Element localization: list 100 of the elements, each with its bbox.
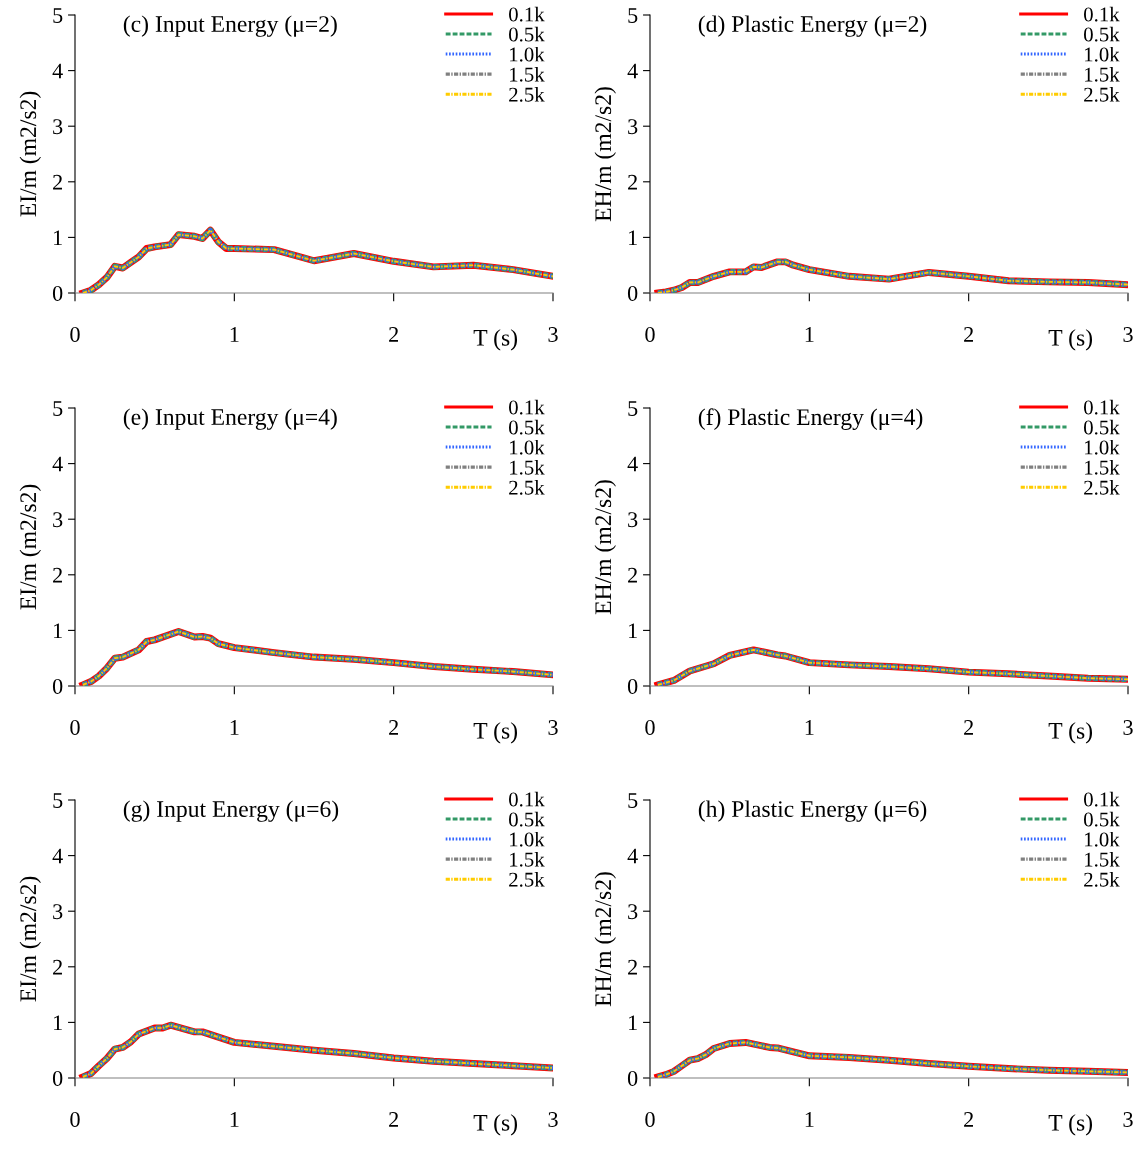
legend-label: 1.0k xyxy=(510,831,545,847)
legend-label: 1.5k xyxy=(510,851,545,867)
y-axis-title: EI/m (m2/s2) xyxy=(19,484,41,610)
legend-label: 0.5k xyxy=(509,811,545,827)
x-tick-label: 1 xyxy=(805,1112,814,1127)
y-tick-label: 0 xyxy=(627,1070,638,1086)
y-tick-label: 0 xyxy=(52,1070,63,1086)
x-tick-label: 3 xyxy=(1123,1112,1133,1127)
x-axis-title: T (s) xyxy=(473,329,518,351)
y-tick-label: 5 xyxy=(53,8,63,23)
x-axis-title: T (s) xyxy=(473,722,518,744)
x-tick-label: 1 xyxy=(230,720,239,735)
y-tick-label: 5 xyxy=(53,401,63,416)
y-tick-label: 3 xyxy=(53,904,63,920)
legend-label: 1.0k xyxy=(1085,439,1120,455)
y-tick-label: 1 xyxy=(629,623,637,639)
y-tick-label: 5 xyxy=(628,401,638,416)
chart-title: (g) Input Energy (μ=6) xyxy=(123,800,339,822)
legend-label: 1.0k xyxy=(1085,46,1120,62)
chart-title: (c) Input Energy (μ=2) xyxy=(123,15,337,37)
y-axis-title: EH/m (m2/s2) xyxy=(594,480,616,615)
chart-title: (f) Plastic Energy (μ=4) xyxy=(698,408,923,430)
x-tick-label: 1 xyxy=(805,720,814,735)
y-tick-label: 2 xyxy=(53,959,62,975)
y-tick-label: 4 xyxy=(52,63,63,79)
y-axis-title: EI/m (m2/s2) xyxy=(19,876,41,1002)
legend-label: 0.5k xyxy=(1084,26,1120,42)
legend-label: 0.5k xyxy=(509,419,545,435)
legend-label: 1.0k xyxy=(510,439,545,455)
legend-label: 2.5k xyxy=(1084,480,1120,495)
legend-label: 2.5k xyxy=(509,87,545,102)
y-tick-label: 3 xyxy=(53,119,63,135)
y-tick-label: 0 xyxy=(627,678,638,694)
legend-label: 1.5k xyxy=(1085,459,1120,475)
legend-label: 1.5k xyxy=(510,459,545,475)
y-tick-label: 5 xyxy=(53,793,63,808)
legend-label: 1.0k xyxy=(510,46,545,62)
y-tick-label: 2 xyxy=(53,174,62,190)
y-tick-label: 3 xyxy=(53,512,63,528)
x-tick-label: 1 xyxy=(805,327,814,342)
y-axis-title: EH/m (m2/s2) xyxy=(594,87,616,222)
legend-label: 2.5k xyxy=(1084,87,1120,102)
x-axis-title: T (s) xyxy=(1048,722,1093,744)
x-tick-label: 0 xyxy=(645,326,655,342)
y-tick-label: 1 xyxy=(629,1015,637,1031)
y-tick-label: 4 xyxy=(627,63,638,79)
x-tick-label: 0 xyxy=(645,719,655,735)
x-tick-label: 3 xyxy=(548,327,558,342)
y-tick-label: 5 xyxy=(628,8,638,23)
y-tick-label: 4 xyxy=(627,456,638,472)
y-tick-label: 0 xyxy=(627,285,638,301)
x-tick-label: 2 xyxy=(964,1112,973,1127)
x-tick-label: 0 xyxy=(70,1111,80,1127)
y-tick-label: 2 xyxy=(628,959,637,975)
x-axis-title: T (s) xyxy=(1048,329,1093,351)
legend-label: 0.1k xyxy=(1084,399,1120,415)
legend-label: 1.5k xyxy=(1085,66,1120,82)
y-tick-label: 3 xyxy=(628,512,638,528)
chart-title: (e) Input Energy (μ=4) xyxy=(123,408,337,430)
y-tick-label: 1 xyxy=(54,230,62,246)
legend-label: 1.5k xyxy=(1085,851,1120,867)
legend-label: 0.5k xyxy=(509,26,545,42)
x-tick-label: 2 xyxy=(389,1112,398,1127)
x-tick-label: 3 xyxy=(548,720,558,735)
x-tick-label: 3 xyxy=(1123,327,1133,342)
x-axis-title: T (s) xyxy=(1048,1114,1093,1136)
legend-label: 2.5k xyxy=(1084,872,1120,887)
x-tick-label: 3 xyxy=(548,1112,558,1127)
x-tick-label: 1 xyxy=(230,1112,239,1127)
x-tick-label: 3 xyxy=(1123,720,1133,735)
y-tick-label: 4 xyxy=(52,456,63,472)
y-axis-title: EH/m (m2/s2) xyxy=(594,872,616,1007)
legend-label: 0.1k xyxy=(1084,791,1120,807)
y-tick-label: 1 xyxy=(54,1015,62,1031)
legend-label: 1.0k xyxy=(1085,831,1120,847)
legend-label: 2.5k xyxy=(509,872,545,887)
legend-label: 0.1k xyxy=(509,6,545,22)
x-tick-label: 2 xyxy=(389,327,398,342)
y-tick-label: 4 xyxy=(52,848,63,864)
legend-label: 1.5k xyxy=(510,66,545,82)
x-tick-label: 0 xyxy=(70,719,80,735)
y-tick-label: 3 xyxy=(628,904,638,920)
legend-label: 2.5k xyxy=(509,480,545,495)
chart-title: (d) Plastic Energy (μ=2) xyxy=(698,15,927,37)
x-tick-label: 1 xyxy=(230,327,239,342)
legend-label: 0.5k xyxy=(1084,419,1120,435)
x-tick-label: 2 xyxy=(389,720,398,735)
legend-label: 0.5k xyxy=(1084,811,1120,827)
y-tick-label: 2 xyxy=(53,567,62,583)
y-tick-label: 1 xyxy=(629,230,637,246)
y-tick-label: 2 xyxy=(628,174,637,190)
legend-label: 0.1k xyxy=(509,791,545,807)
y-tick-label: 4 xyxy=(627,848,638,864)
x-tick-label: 0 xyxy=(645,1111,655,1127)
y-tick-label: 3 xyxy=(628,119,638,135)
y-tick-label: 5 xyxy=(628,793,638,808)
y-tick-label: 0 xyxy=(52,285,63,301)
y-axis-title: EI/m (m2/s2) xyxy=(19,91,41,217)
y-tick-label: 0 xyxy=(52,678,63,694)
y-tick-label: 1 xyxy=(54,623,62,639)
